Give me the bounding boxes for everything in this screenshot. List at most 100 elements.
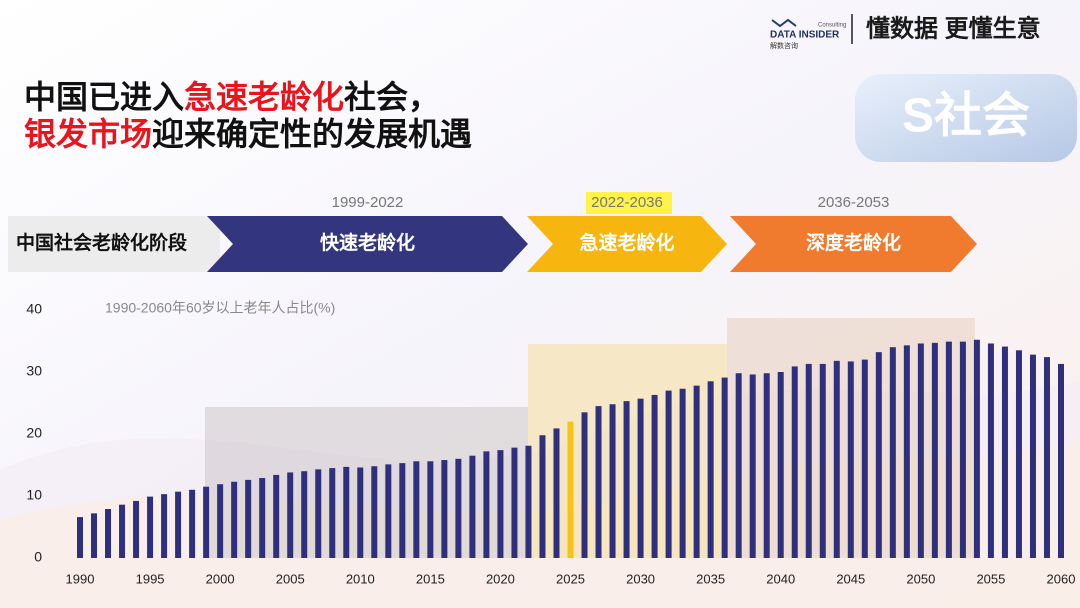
stage-period: 1999-2022	[332, 194, 404, 211]
badge-bg	[855, 74, 1077, 162]
bar	[189, 489, 196, 558]
bar	[805, 363, 812, 558]
bar	[791, 366, 798, 558]
bar	[777, 372, 784, 558]
x-tick-label: 2020	[486, 571, 515, 586]
bar	[273, 474, 280, 558]
stage-period: 2036-2053	[818, 194, 890, 211]
bar	[329, 468, 336, 558]
y-tick-label: 0	[34, 549, 42, 565]
bar	[567, 421, 574, 558]
title-part: 社会，	[344, 79, 440, 115]
bar	[581, 412, 588, 558]
period-highlight	[586, 192, 672, 214]
bar	[343, 466, 350, 558]
bar	[763, 373, 770, 558]
bar	[861, 359, 868, 558]
bar	[749, 374, 756, 558]
y-tick-label: 40	[26, 301, 42, 317]
bar	[637, 398, 644, 558]
bar	[77, 517, 83, 558]
bar	[105, 509, 112, 558]
bar	[511, 447, 518, 558]
bar	[875, 352, 882, 558]
bar	[987, 343, 994, 558]
x-tick-label: 2030	[626, 571, 655, 586]
slogan: 懂数据 更懂生意	[866, 14, 1041, 42]
x-tick-label: 2050	[906, 571, 935, 586]
x-tick-label: 2005	[276, 571, 305, 586]
bar	[665, 390, 672, 558]
stage-period: 2022-2036	[591, 194, 663, 211]
brand-cn: 解数咨询	[770, 41, 798, 50]
bar	[525, 445, 532, 558]
bar	[693, 385, 700, 558]
bar	[1015, 350, 1022, 558]
bar	[161, 494, 168, 558]
bar	[721, 377, 728, 558]
bar	[119, 504, 126, 558]
x-tick-label: 2025	[556, 571, 585, 586]
bar	[1029, 354, 1036, 558]
bar	[833, 360, 840, 558]
bar	[973, 339, 980, 558]
bar	[203, 486, 210, 558]
bar	[133, 500, 140, 558]
bar	[1058, 363, 1064, 558]
bar	[1001, 346, 1008, 558]
stage-name: 深度老龄化	[806, 231, 901, 254]
bar	[371, 466, 378, 558]
x-tick-label: 2045	[836, 571, 865, 586]
bar	[553, 428, 560, 558]
bar	[497, 450, 504, 558]
x-tick-label: 1995	[136, 571, 165, 586]
y-tick-label: 20	[26, 425, 42, 441]
x-tick-label: 2055	[976, 571, 1005, 586]
bar	[91, 513, 98, 558]
bar	[147, 496, 154, 558]
bar	[735, 373, 742, 558]
x-tick-label: 2060	[1047, 571, 1076, 586]
bar	[175, 491, 182, 558]
x-tick-label: 2010	[346, 571, 375, 586]
bar	[931, 342, 938, 558]
bar	[385, 464, 392, 558]
bar	[231, 481, 238, 558]
bar	[679, 388, 686, 558]
bar	[623, 401, 630, 558]
x-tick-label: 2000	[206, 571, 235, 586]
bar	[819, 363, 826, 558]
x-tick-label: 2040	[766, 571, 795, 586]
bar	[539, 435, 546, 558]
bar	[245, 479, 252, 558]
bar	[357, 467, 364, 558]
brand-logo	[771, 18, 797, 28]
bar	[259, 478, 266, 558]
x-tick-label: 2015	[416, 571, 445, 586]
stage-label-bg	[8, 216, 220, 272]
bar	[945, 341, 952, 558]
bar	[609, 404, 616, 558]
chart-subtitle: 1990-2060年60岁以上老年人占比(%)	[105, 300, 335, 316]
bar	[1043, 357, 1050, 558]
bar	[707, 381, 714, 558]
title-part: 急速老龄化	[184, 79, 344, 115]
title-part: 中国已进入	[24, 79, 184, 115]
title-line: 银发市场迎来确定性的发展机遇	[24, 116, 472, 152]
bar	[217, 484, 224, 558]
bar	[469, 455, 476, 558]
stage-name: 急速老龄化	[579, 231, 674, 254]
bar	[441, 460, 448, 558]
bar	[959, 341, 966, 558]
x-tick-label: 1990	[66, 571, 95, 586]
bar	[301, 471, 308, 558]
bar	[917, 343, 924, 558]
bar	[889, 347, 896, 558]
brand: DATA INSIDER	[770, 30, 840, 41]
stage-arrow	[207, 216, 528, 272]
bar	[651, 394, 658, 558]
stage-label: 中国社会老龄化阶段	[16, 231, 188, 254]
period-box	[205, 407, 528, 558]
